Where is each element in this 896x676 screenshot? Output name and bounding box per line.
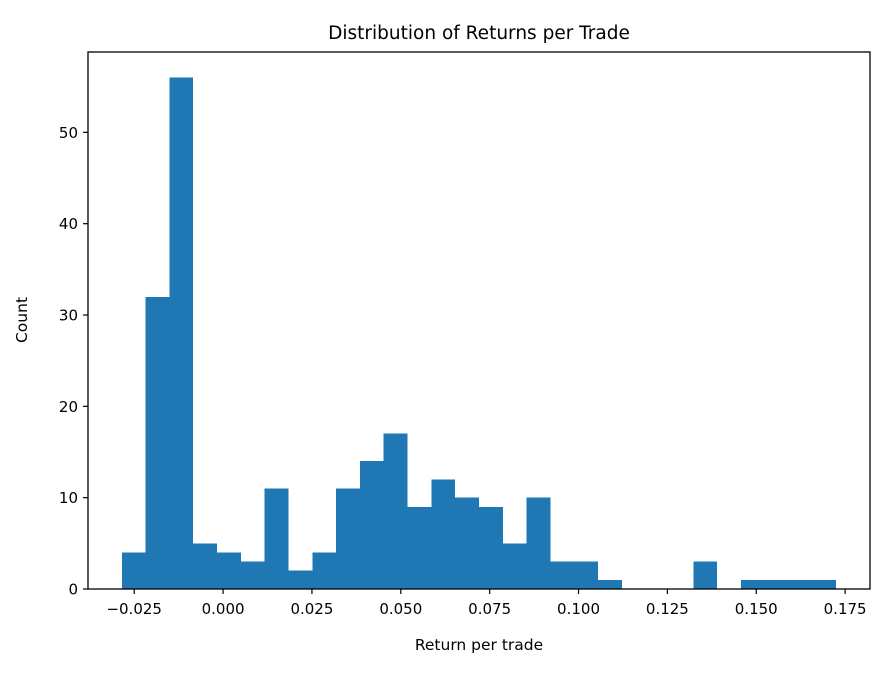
histogram-bar (526, 497, 551, 589)
ticks-group (83, 131, 846, 594)
histogram-bar (193, 543, 218, 589)
chart-title: Distribution of Returns per Trade (328, 23, 630, 44)
x-tick-label: 0.075 (468, 600, 511, 618)
histogram-bar (145, 296, 170, 589)
histogram-bar (407, 506, 432, 589)
histogram-bar (217, 552, 241, 589)
histogram-bar (479, 506, 503, 589)
x-tick-label: 0.125 (646, 600, 689, 618)
histogram-bar (312, 552, 337, 589)
histogram-bar (550, 561, 575, 589)
histogram-bar (240, 561, 265, 589)
histogram-bar (502, 543, 527, 589)
x-tick-label: −0.025 (106, 600, 162, 618)
histogram-bar (431, 479, 456, 589)
y-tick-label: 30 (59, 307, 78, 325)
histogram-bar (264, 488, 289, 589)
y-tick-label: 20 (59, 398, 78, 416)
x-tick-label: 0.175 (824, 600, 867, 618)
histogram-bar (788, 579, 813, 589)
x-tick-label: 0.100 (557, 600, 600, 618)
bars-group (121, 77, 837, 590)
histogram-bar (693, 561, 718, 589)
x-tick-label: 0.050 (379, 600, 422, 618)
histogram-bar (574, 561, 599, 589)
y-tick-label: 10 (59, 489, 78, 507)
histogram-bar (598, 579, 622, 589)
plot-border (87, 51, 871, 590)
x-axis-label: Return per trade (415, 636, 543, 654)
x-tick-label: 0.025 (290, 600, 333, 618)
histogram-bar (764, 579, 789, 589)
histogram-bar (383, 433, 408, 589)
y-tick-label: 40 (59, 215, 78, 233)
y-tick-label: 0 (68, 581, 78, 599)
histogram-bar (359, 461, 384, 589)
histogram-bar (812, 579, 837, 589)
histogram-bar (740, 579, 765, 589)
y-tick-label: 50 (59, 124, 78, 142)
tick-labels-group: −0.025 0.000 0.025 0.050 0.075 0.100 0.125 0.15… (59, 124, 867, 618)
histogram-bar (288, 570, 313, 589)
histogram-bar (336, 488, 360, 589)
x-tick-label: 0.150 (735, 600, 778, 618)
y-axis-label: Count (13, 297, 31, 343)
histogram-bar (455, 497, 479, 589)
x-tick-label: 0.000 (202, 600, 245, 618)
histogram-bar (121, 552, 146, 589)
histogram-bar (169, 77, 194, 590)
